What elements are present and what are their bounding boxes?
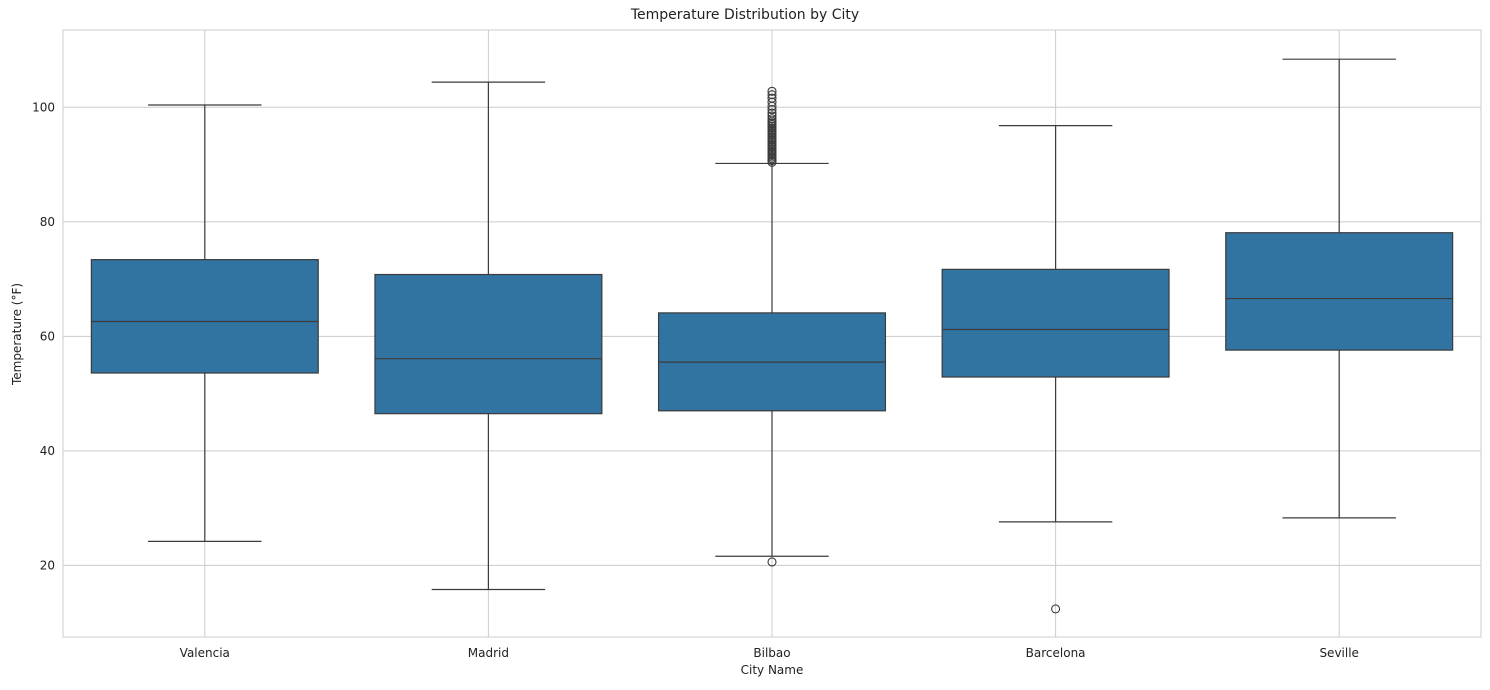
y-tick-label: 40 <box>40 444 55 458</box>
y-axis-label: Temperature (°F) <box>10 282 24 386</box>
box-seville <box>1225 232 1454 351</box>
box-madrid <box>374 273 603 415</box>
plot-frame <box>62 29 1482 638</box>
box-valencia <box>90 259 319 374</box>
y-tick-label: 20 <box>40 558 55 572</box>
outlier-bilbao <box>767 86 777 96</box>
outlier-bilbao <box>767 97 777 107</box>
y-tick-label: 60 <box>40 329 55 343</box>
x-tick-label: Valencia <box>180 646 230 660</box>
x-tick-label: Barcelona <box>1026 646 1086 660</box>
y-tick-label: 100 <box>32 100 55 114</box>
outlier-bilbao <box>767 557 777 567</box>
x-tick-label: Madrid <box>468 646 509 660</box>
x-axis-label: City Name <box>740 663 804 677</box>
box-barcelona <box>941 268 1170 378</box>
outlier-bilbao <box>767 108 777 118</box>
outlier-bilbao <box>767 90 777 100</box>
outlier-bilbao <box>767 111 777 121</box>
chart-title: Temperature Distribution by City <box>630 7 860 23</box>
outlier-barcelona <box>1051 604 1061 614</box>
outlier-bilbao <box>767 105 777 115</box>
x-tick-label: Seville <box>1319 646 1359 660</box>
outlier-bilbao <box>767 93 777 103</box>
x-tick-label: Bilbao <box>753 646 790 660</box>
y-tick-label: 80 <box>40 215 55 229</box>
outlier-bilbao <box>767 114 777 124</box>
